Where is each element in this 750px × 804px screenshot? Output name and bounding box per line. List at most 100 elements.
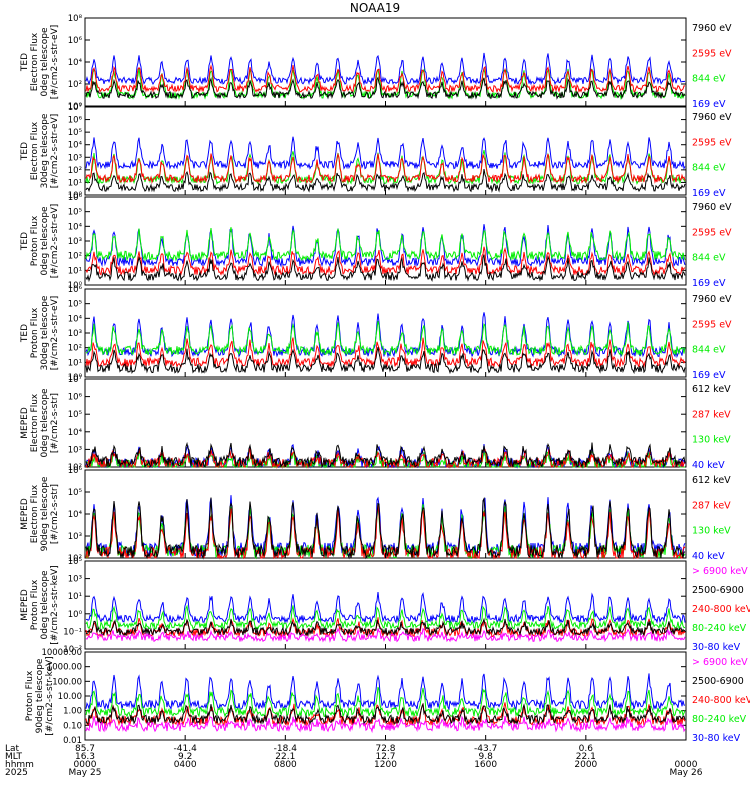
legend-entry: 80-240 keV <box>692 623 747 634</box>
series-line <box>85 504 686 560</box>
y-tick-label: 10⁶ <box>68 466 83 476</box>
y-tick-label: 10² <box>68 252 82 262</box>
y-axis-label: Proton Flux <box>25 670 35 721</box>
series-line <box>85 246 686 277</box>
series-line <box>85 627 686 643</box>
y-tick-label: 10² <box>68 344 82 354</box>
y-tick-label: 10⁸ <box>68 14 83 24</box>
y-tick-label: 10³ <box>68 445 82 455</box>
y-axis-label: Electron Flux <box>30 121 40 180</box>
y-tick-label: 10⁴ <box>68 141 83 151</box>
y-tick-label: 10⁰ <box>68 610 83 620</box>
y-tick-label: 10000.00 <box>41 648 82 658</box>
legend-entry: 240-800 keV <box>692 604 750 615</box>
legend-entry: 169 eV <box>692 188 726 199</box>
y-axis-label: 0deg telescope <box>40 27 50 97</box>
y-tick-label: 10⁴ <box>68 222 83 232</box>
legend-entry: 2595 eV <box>692 319 732 330</box>
x-row-label: Lat <box>5 744 20 754</box>
y-tick-label: 10⁻¹ <box>63 627 82 637</box>
series-line <box>85 64 686 94</box>
y-tick-label: 10⁷ <box>68 375 83 385</box>
y-tick-label: 0.01 <box>63 736 82 746</box>
x-tick-label: 22.1 <box>576 752 596 762</box>
y-tick-label: 10⁰ <box>68 191 83 201</box>
y-tick-label: 10⁶ <box>68 285 83 295</box>
series-line <box>85 702 686 726</box>
x-row-label: 2025 <box>5 768 28 778</box>
y-axis-label: 30deg telescope <box>40 295 50 370</box>
legend-entry: > 6900 keV <box>692 657 748 668</box>
panel-frame <box>84 378 687 468</box>
x-row-label: MLT <box>5 752 23 762</box>
series-line <box>85 254 686 283</box>
y-axis-label: Proton Flux <box>30 307 40 358</box>
y-tick-label: 10¹ <box>68 266 82 276</box>
legend-entry: 844 eV <box>692 253 726 264</box>
series-line <box>85 591 686 625</box>
series-line <box>85 312 686 359</box>
x-tick-label: 0400 <box>174 760 197 770</box>
y-tick-label: 10⁵ <box>68 208 82 218</box>
y-axis-label: [#/cm2-s-str-keV] <box>50 565 60 644</box>
y-axis-label: Electron Flux <box>30 484 40 543</box>
figure-title: NOAA19 <box>350 1 400 15</box>
x-tick-label: -43.7 <box>474 744 497 754</box>
y-tick-label: 10³ <box>68 532 82 542</box>
series-line <box>85 152 686 184</box>
legend-entry: 169 eV <box>692 99 726 110</box>
legend-entry: 7960 eV <box>692 112 732 123</box>
legend-entry: 40 keV <box>692 551 725 562</box>
x-tick-label: May 25 <box>69 768 102 778</box>
x-tick-label: 0000 <box>74 760 97 770</box>
y-tick-label: 10⁶ <box>68 116 83 126</box>
y-axis-label: TED <box>20 232 30 251</box>
y-tick-label: 10⁰ <box>68 373 83 383</box>
y-tick-label: 10⁷ <box>68 103 83 113</box>
y-axis-label: [#/cm2-s-str] <box>50 484 60 544</box>
legend-entry: 612 keV <box>692 384 731 395</box>
y-axis-label: 0deg telescope <box>40 206 50 276</box>
x-tick-label: 72.8 <box>375 744 395 754</box>
legend-entry: 844 eV <box>692 345 726 356</box>
y-axis-label: [#/cm2-s-str-eV] <box>50 204 60 279</box>
y-axis-label: TED <box>20 53 30 72</box>
series-line <box>85 604 686 631</box>
x-tick-label: May 26 <box>670 768 703 778</box>
legend-entry: 7960 eV <box>692 294 732 305</box>
legend-entry: 2500-6900 <box>692 676 744 687</box>
x-tick-label: 1200 <box>374 760 397 770</box>
legend-entry: 80-240 keV <box>692 714 747 725</box>
y-axis-label: MEPED <box>20 498 30 530</box>
y-tick-label: 10³ <box>68 153 82 163</box>
y-axis-label: [#/cm2-s-str-eV] <box>50 114 60 189</box>
legend-entry: 7960 eV <box>692 23 732 34</box>
legend-entry: 844 eV <box>692 74 726 85</box>
y-tick-label: 10⁵ <box>68 557 82 567</box>
y-tick-label: 10⁴ <box>68 510 83 520</box>
y-axis-label: 30deg telescope <box>40 113 50 188</box>
y-tick-label: 10³ <box>68 329 82 339</box>
legend-entry: 240-800 keV <box>692 695 750 706</box>
y-tick-label: 0.10 <box>63 721 82 731</box>
legend-entry: > 6900 keV <box>692 566 748 577</box>
y-tick-label: 10² <box>68 463 82 473</box>
legend-entry: 7960 eV <box>692 202 732 213</box>
series-line <box>85 227 686 262</box>
y-tick-label: 10³ <box>68 237 82 247</box>
series-line <box>85 52 686 86</box>
y-tick-label: 10¹ <box>68 358 82 368</box>
x-tick-label: 1600 <box>474 760 497 770</box>
y-tick-label: 10⁶ <box>68 393 83 403</box>
series-line <box>85 686 686 719</box>
y-tick-label: 1000.00 <box>47 663 82 673</box>
legend-entry: 287 keV <box>692 500 731 511</box>
legend-entry: 2595 eV <box>692 227 732 238</box>
y-tick-label: 10⁵ <box>68 410 82 420</box>
legend-entry: 844 eV <box>692 163 726 174</box>
legend-entry: 2595 eV <box>692 48 732 59</box>
series-line <box>85 673 686 711</box>
y-tick-label: 10² <box>68 554 82 564</box>
y-tick-label: 10⁴ <box>68 58 83 68</box>
